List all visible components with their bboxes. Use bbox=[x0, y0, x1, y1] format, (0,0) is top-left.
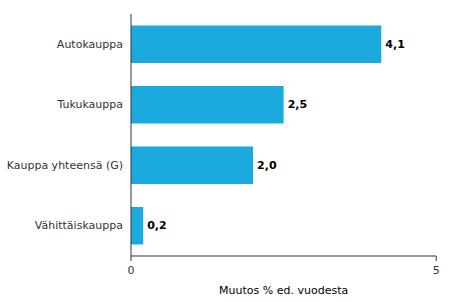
x-tick bbox=[436, 256, 437, 261]
zero-line bbox=[131, 14, 132, 256]
data-label: 2,5 bbox=[288, 98, 308, 111]
plot-area bbox=[131, 25, 381, 244]
data-label: 4,1 bbox=[385, 38, 405, 51]
category-label: Tukukauppa bbox=[56, 98, 123, 111]
x-axis-title: Muutos % ed. vuodesta bbox=[219, 284, 348, 297]
x-tick-label: 0 bbox=[128, 264, 135, 277]
chart-svg: 0,2 2,0 2,5 4,1 Vähittäiskauppa Kauppa yhteen… bbox=[0, 0, 454, 302]
category-label: Vähittäiskauppa bbox=[35, 219, 123, 232]
data-label: 0,2 bbox=[147, 219, 167, 232]
x-axis-line bbox=[131, 256, 436, 257]
bar bbox=[131, 86, 284, 124]
bar bbox=[131, 25, 381, 63]
x-tick-label: 5 bbox=[433, 264, 440, 277]
bar bbox=[131, 146, 253, 184]
data-label: 2,0 bbox=[257, 159, 277, 172]
x-tick bbox=[131, 256, 132, 261]
chart-container: 0,2 2,0 2,5 4,1 Vähittäiskauppa Kauppa yhteen… bbox=[0, 0, 454, 302]
category-label: Kauppa yhteensä (G) bbox=[7, 159, 123, 172]
bar bbox=[131, 207, 143, 245]
category-label: Autokauppa bbox=[57, 38, 123, 51]
